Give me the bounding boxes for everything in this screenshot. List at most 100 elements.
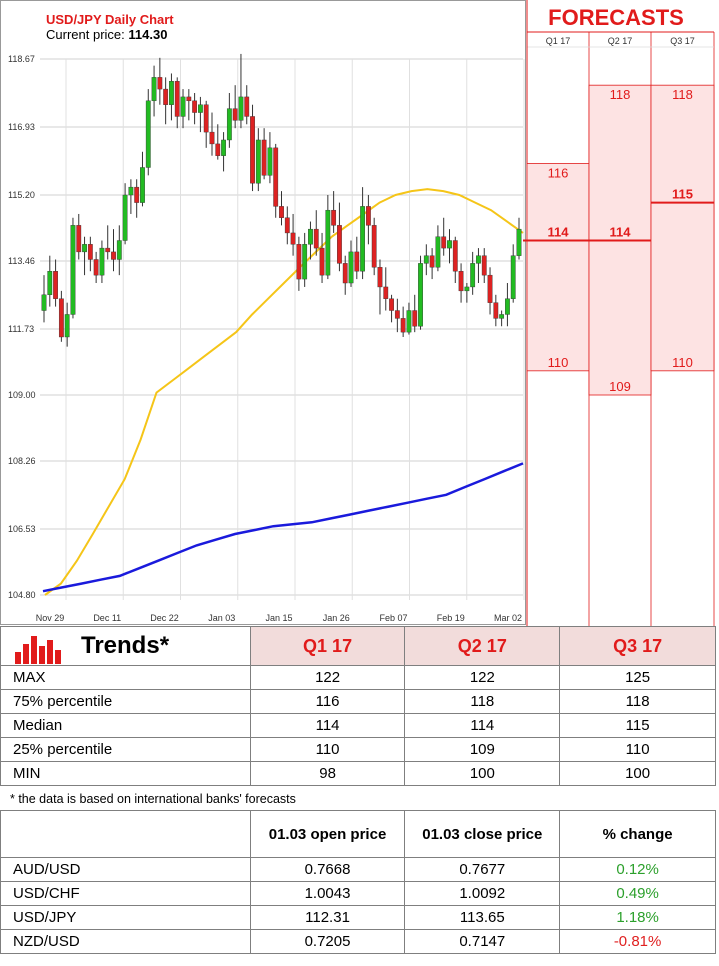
candle-up: [423, 255, 429, 264]
candle-up: [510, 255, 516, 299]
forecast-col-label: Q1 17: [546, 36, 571, 46]
y-tick-label: 109.00: [8, 390, 36, 400]
candle-down: [105, 247, 111, 253]
candle-up: [64, 314, 70, 338]
candle-down: [111, 251, 116, 260]
forecast-p75-label: 118: [610, 87, 631, 102]
y-tick-label: 111.73: [8, 324, 34, 334]
candle-up: [464, 286, 470, 292]
candle-down: [279, 206, 284, 218]
candle-up: [516, 228, 522, 256]
trends-title-cell: Trends*: [0, 626, 251, 666]
candle-down: [157, 77, 163, 90]
forecast-p25-label: 109: [609, 379, 631, 394]
bar-chart-icon: [15, 636, 61, 664]
ma-fast-line: [44, 188, 524, 596]
table-row: 75% percentile 116 118 118: [0, 689, 716, 714]
candle-down: [331, 209, 337, 226]
candle-down: [487, 274, 493, 303]
candle-down: [284, 217, 290, 234]
forecast-col-label: Q3 17: [670, 36, 695, 46]
table-row: Median 114 114 115: [0, 713, 716, 738]
candle-down: [174, 81, 180, 117]
candle-up: [447, 240, 452, 249]
trends-col-q3: Q3 17: [559, 626, 716, 666]
forecast-range: [650, 84, 715, 372]
candle-up: [476, 255, 481, 264]
candle-up: [99, 247, 105, 276]
candle-up: [470, 263, 476, 288]
candle-up: [418, 263, 423, 327]
candle-down: [58, 298, 64, 338]
candle-up: [198, 104, 203, 113]
candle-up: [169, 81, 174, 105]
candle-down: [290, 232, 296, 245]
candle-down: [441, 236, 447, 249]
x-tick-label: Dec 11: [93, 613, 121, 623]
candle-down: [273, 147, 279, 207]
x-tick-label: Jan 15: [265, 613, 292, 623]
trends-table: Trends* Q1 17 Q2 17 Q3 17 MAX 122 122 12…: [0, 626, 716, 786]
x-tick-label: Mar 02: [494, 613, 522, 623]
current-price: Current price: 114.30: [46, 27, 167, 42]
y-tick-label: 106.53: [8, 524, 36, 534]
candle-up: [267, 147, 273, 176]
forecasts-header: FORECASTS: [548, 5, 684, 30]
x-tick-label: Jan 26: [323, 613, 350, 623]
y-tick-label: 104.80: [8, 590, 36, 600]
candle-up: [41, 294, 47, 311]
candle-down: [389, 298, 394, 311]
candle-down: [493, 302, 499, 319]
candle-down: [400, 318, 406, 333]
y-tick-label: 116.93: [8, 122, 35, 132]
candle-down: [452, 240, 458, 272]
candle-up: [226, 108, 232, 141]
candle-down: [383, 286, 389, 299]
candle-down: [186, 96, 192, 102]
candle-up: [505, 298, 510, 315]
candle-down: [371, 225, 377, 268]
candle-down: [244, 96, 250, 117]
x-tick-label: Dec 22: [150, 613, 179, 623]
table-row: 25% percentile 110 109 110: [0, 737, 716, 762]
candle-up: [435, 236, 441, 268]
candle-down: [342, 263, 348, 284]
x-axis-labels: Nov 29 Dec 11 Dec 22 Jan 03 Jan 15 Jan 26 Feb …: [36, 613, 522, 623]
candle-down: [53, 271, 58, 299]
candle-up: [255, 139, 261, 184]
x-tick-label: Nov 29: [36, 613, 65, 623]
candle-down: [215, 143, 221, 156]
trends-col-q2: Q2 17: [404, 626, 561, 666]
candle-down: [365, 206, 371, 226]
candle-up: [325, 209, 331, 276]
table-row: USD/JPY 112.31 113.65 1.18%: [0, 905, 716, 930]
candle-down: [192, 100, 198, 113]
table-row: USD/CHF 1.0043 1.0092 0.49%: [0, 881, 716, 906]
candle-up: [238, 96, 244, 121]
candle-down: [412, 310, 418, 327]
candle-down: [93, 259, 99, 276]
trends-col-q1: Q1 17: [249, 626, 406, 666]
candle-down: [394, 310, 400, 319]
candle-up: [128, 186, 134, 196]
x-tick-label: Feb 07: [379, 613, 407, 623]
forecast-p75-label: 116: [548, 166, 569, 181]
usdjpy-chart: Q1 17 Q2 17 Q3 17 116 110 114 118 109 114 118 110 1…: [0, 0, 715, 626]
candle-up: [180, 96, 186, 117]
candle-up: [140, 167, 145, 203]
table-row: MAX 122 122 125: [0, 665, 716, 690]
rates-col-close: 01.03 close price: [404, 810, 561, 858]
y-axis-labels: 118.67 116.93 115.20 113.46 111.73 109.00 108.…: [8, 54, 36, 600]
chart-border: [0, 0, 526, 625]
candle-up: [308, 228, 313, 245]
candle-down: [481, 255, 487, 276]
candle-down: [319, 247, 325, 276]
candle-down: [337, 225, 342, 264]
forecast-p25-label: 110: [672, 355, 693, 370]
candle-up: [302, 244, 308, 280]
trends-title: Trends*: [81, 632, 170, 659]
candle-down: [354, 251, 360, 272]
candle-up: [145, 100, 151, 168]
candle-down: [209, 131, 215, 145]
ma-slow-line: [42, 462, 524, 593]
